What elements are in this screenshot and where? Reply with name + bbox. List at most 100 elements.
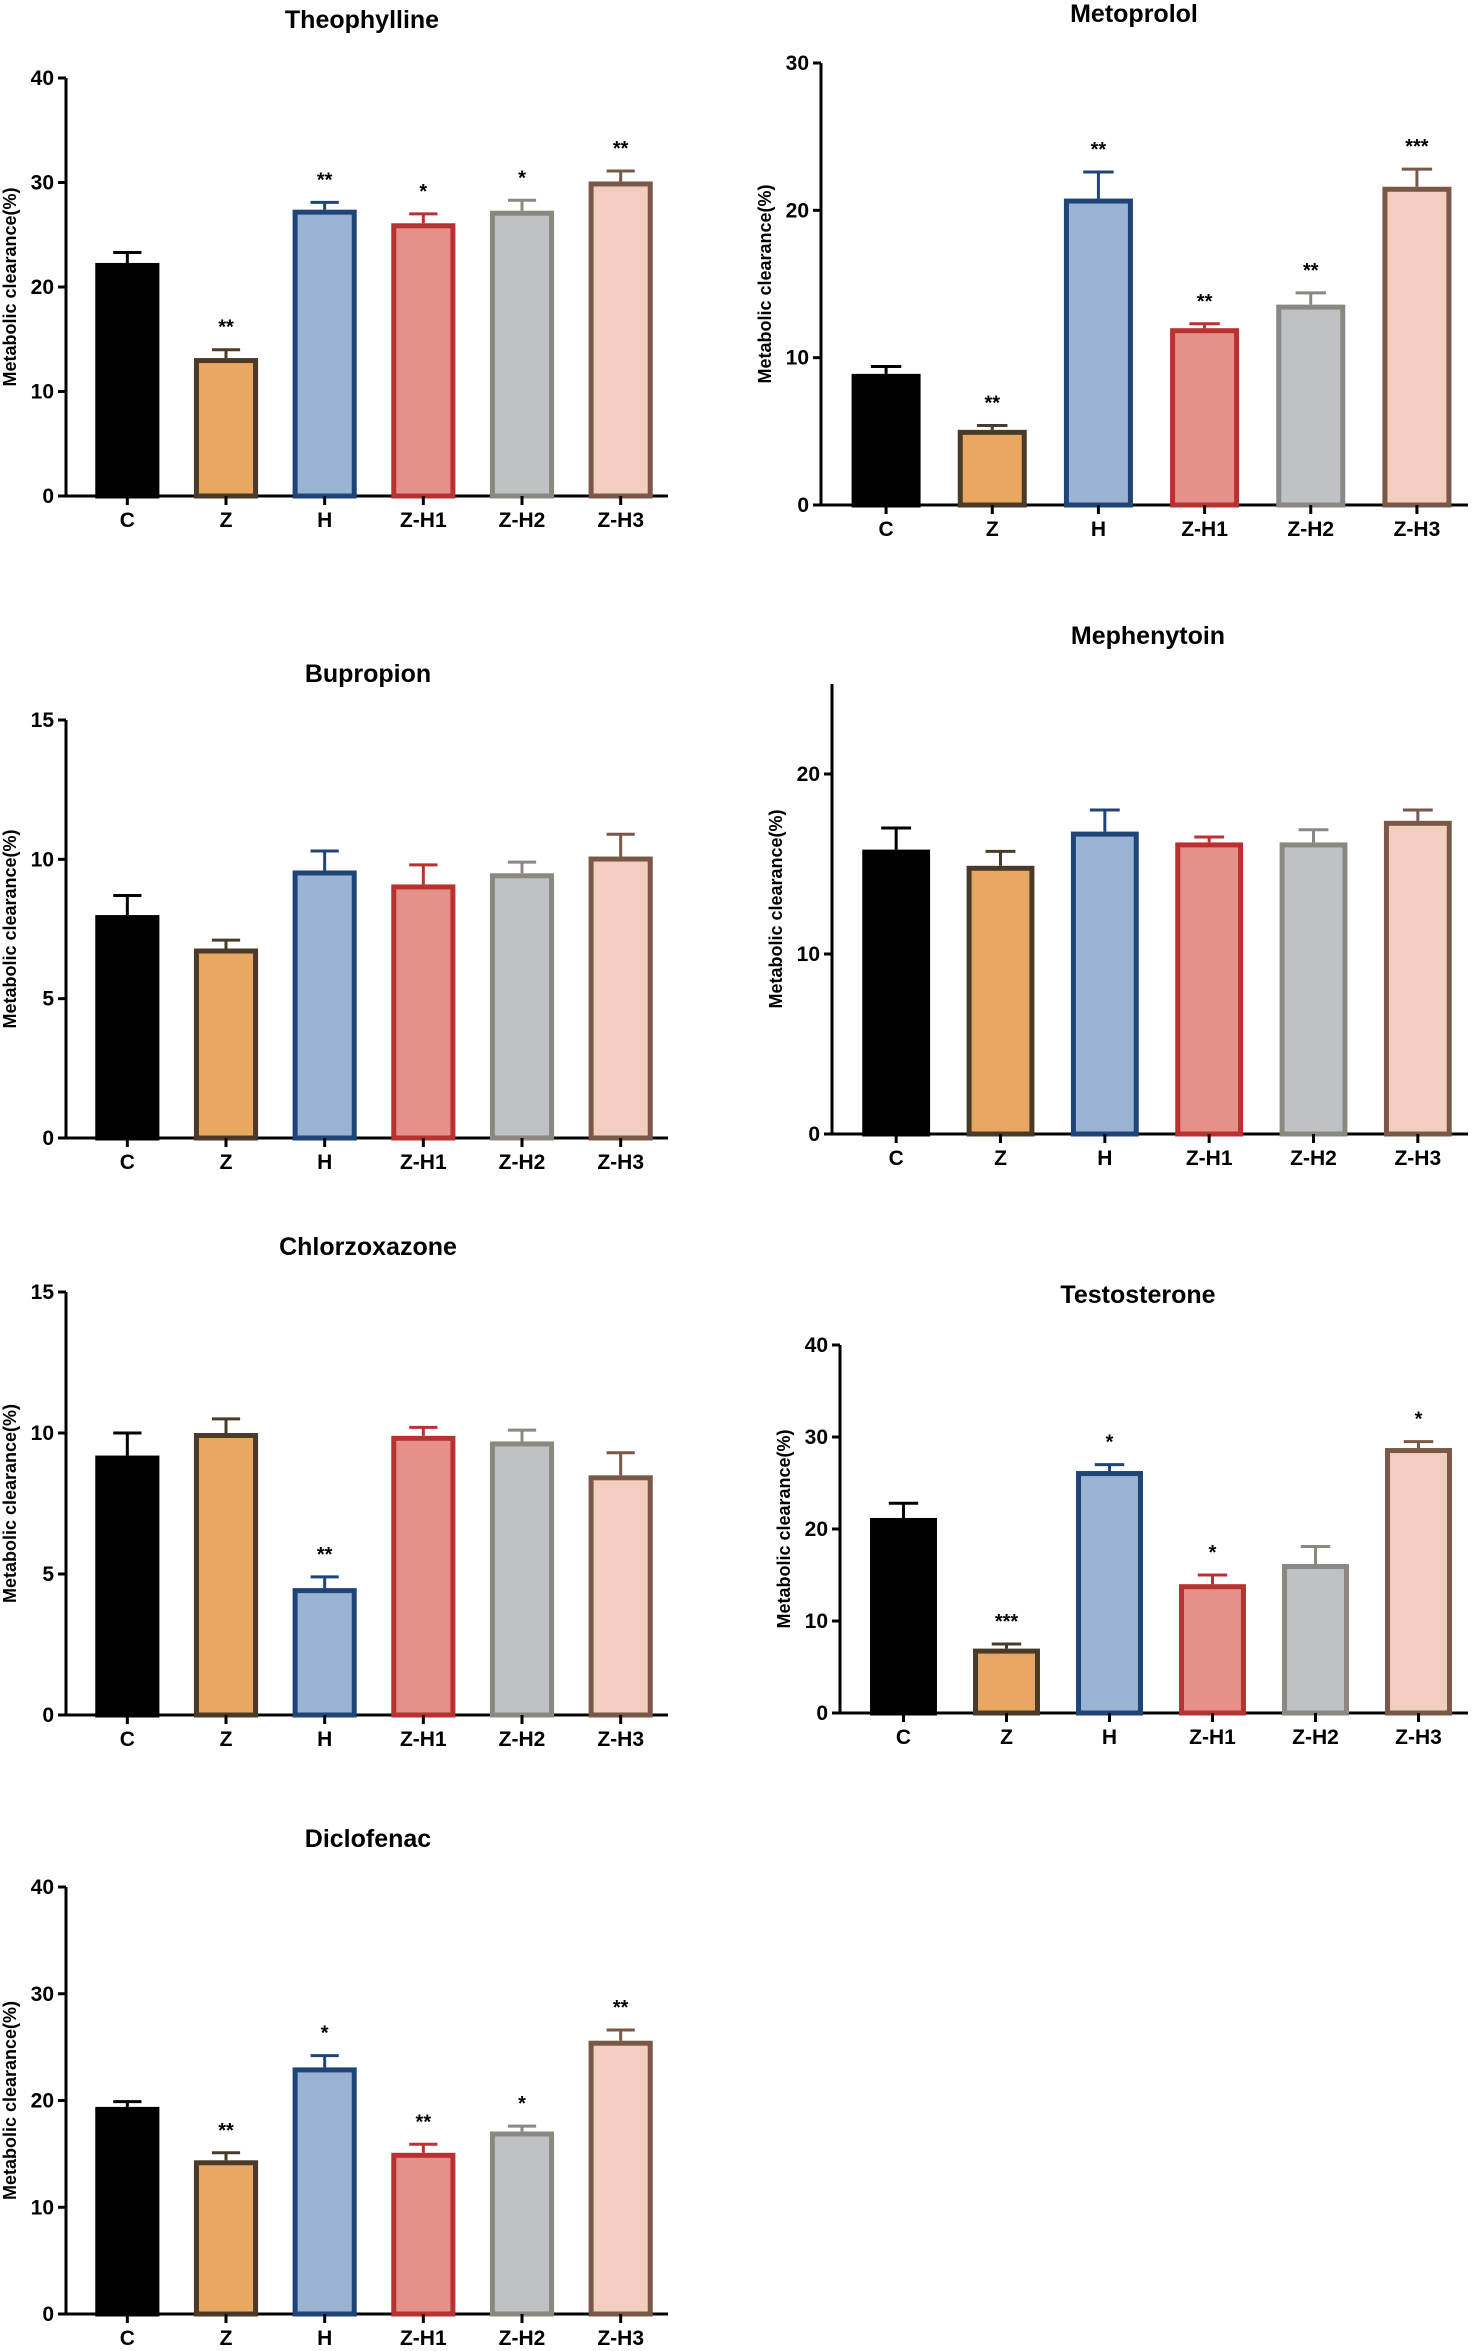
y-axis-label: Metabolic clearance(%) [0, 829, 20, 1028]
bar-z-h2 [1279, 842, 1348, 1137]
chart-title: Metoprolol [1070, 0, 1198, 28]
y-tick-label: 10 [31, 2196, 54, 2219]
chart-title: Testosterone [1060, 1281, 1215, 1309]
chart-panel-diclofenac: Diclofenac Metabolic clearance(%) 0 10 20 30 4… [0, 1825, 668, 2350]
y-tick-label: 30 [805, 1426, 828, 1449]
bar-h [292, 870, 357, 1141]
y-tick-label: 10 [31, 848, 54, 871]
significance-label: ** [218, 317, 234, 339]
x-tick-label: Z-H1 [400, 1728, 447, 1751]
x-tick-label: C [120, 2327, 135, 2350]
significance-label: * [1415, 1409, 1423, 1431]
x-tick-label: Z-H2 [499, 1728, 546, 1751]
x-tick-label: C [120, 1151, 135, 1174]
y-tick-label: 20 [797, 763, 820, 786]
chart-panel-theophylline: Theophylline Metabolic clearance(%) 0 10 20 3… [0, 6, 668, 532]
y-tick-label: 15 [31, 709, 55, 732]
significance-label: *** [995, 1611, 1019, 1633]
y-tick-label: 0 [797, 494, 809, 517]
x-tick-label: Z-H2 [499, 509, 546, 532]
bar-z-h3 [588, 181, 653, 499]
bar-z-h1 [1179, 1584, 1246, 1716]
bar-h [292, 2067, 357, 2317]
significance-label: * [518, 2093, 526, 2115]
x-tick-label: H [317, 1151, 332, 1174]
y-tick-label: 0 [42, 1704, 54, 1727]
bar-c [95, 915, 160, 1141]
x-tick-label: H [317, 2327, 332, 2350]
chart-panel-chlorzoxazone: Chlorzoxazone Metabolic clearance(%) 0 5 10 1… [0, 1233, 668, 1751]
bar-z-h1 [391, 2152, 456, 2317]
significance-label: ** [317, 169, 333, 191]
y-tick-label: 0 [808, 1123, 820, 1146]
y-axis-label: Metabolic clearance(%) [766, 809, 786, 1008]
chart-title: Bupropion [305, 660, 431, 688]
x-tick-label: Z-H1 [400, 509, 447, 532]
x-tick-label: Z [220, 1728, 233, 1751]
bar-z [193, 358, 259, 499]
x-tick-label: C [878, 518, 893, 541]
significance-label: ** [613, 1997, 629, 2019]
y-tick-label: 30 [31, 1983, 54, 2006]
bar-z [966, 865, 1035, 1137]
significance-label: * [321, 2023, 329, 2045]
significance-label: * [419, 181, 427, 203]
y-tick-label: 20 [31, 276, 54, 299]
bar-c [862, 849, 931, 1137]
y-axis-label: Metabolic clearance(%) [0, 2001, 20, 2200]
y-tick-label: 30 [786, 52, 809, 75]
bar-z-h2 [489, 1441, 555, 1718]
bar-z-h3 [588, 2040, 653, 2317]
bar-z-h2 [489, 2131, 555, 2317]
bar-z-h2 [489, 210, 555, 499]
chart-title: Theophylline [285, 6, 439, 34]
x-tick-label: Z-H3 [1395, 1726, 1442, 1749]
bar-z-h3 [588, 1475, 653, 1718]
x-tick-label: Z-H2 [499, 2327, 546, 2350]
bar-z-h1 [1170, 328, 1240, 508]
x-tick-label: Z-H1 [400, 1151, 447, 1174]
significance-label: ** [218, 2120, 234, 2142]
bar-h [1063, 198, 1133, 508]
y-tick-label: 5 [42, 1563, 54, 1586]
bar-c [95, 2106, 160, 2317]
bar-h [1070, 831, 1139, 1137]
bar-z-h1 [391, 884, 456, 1141]
x-tick-label: Z-H2 [1287, 518, 1334, 541]
significance-label: ** [317, 1544, 333, 1566]
y-tick-label: 10 [797, 943, 820, 966]
significance-label: * [1106, 1432, 1114, 1454]
significance-label: * [1209, 1542, 1217, 1564]
x-tick-label: C [889, 1147, 904, 1170]
x-tick-label: C [120, 1728, 135, 1751]
x-tick-label: H [1091, 518, 1106, 541]
y-tick-label: 20 [31, 2090, 54, 2113]
y-axis-label: Metabolic clearance(%) [774, 1429, 794, 1628]
bar-z-h3 [588, 856, 653, 1141]
y-tick-label: 40 [31, 1876, 54, 1899]
chart-title: Mephenytoin [1071, 622, 1225, 650]
bar-z [973, 1648, 1040, 1716]
bar-c [851, 373, 921, 508]
y-tick-label: 0 [42, 1127, 54, 1150]
y-axis-label: Metabolic clearance(%) [755, 184, 775, 383]
x-tick-label: Z-H3 [597, 1728, 644, 1751]
y-tick-label: 0 [42, 2303, 54, 2326]
bar-c [870, 1517, 937, 1716]
x-tick-label: Z-H2 [1290, 1147, 1337, 1170]
y-tick-label: 20 [805, 1518, 828, 1541]
x-tick-label: Z-H3 [597, 509, 644, 532]
x-tick-label: Z-H1 [400, 2327, 447, 2350]
bar-z-h1 [391, 223, 456, 499]
bar-z [193, 2160, 259, 2317]
x-tick-label: H [317, 1728, 332, 1751]
x-tick-label: Z [1000, 1726, 1013, 1749]
chart-panel-bupropion: Bupropion Metabolic clearance(%) 0 5 10 15 C Z H… [0, 660, 668, 1174]
significance-label: ** [1091, 139, 1107, 161]
bar-z-h2 [489, 873, 555, 1141]
x-tick-label: C [120, 509, 135, 532]
x-tick-label: Z-H3 [597, 1151, 644, 1174]
x-tick-label: H [1102, 1726, 1117, 1749]
y-axis-label: Metabolic clearance(%) [0, 1404, 20, 1603]
significance-label: * [518, 167, 526, 189]
